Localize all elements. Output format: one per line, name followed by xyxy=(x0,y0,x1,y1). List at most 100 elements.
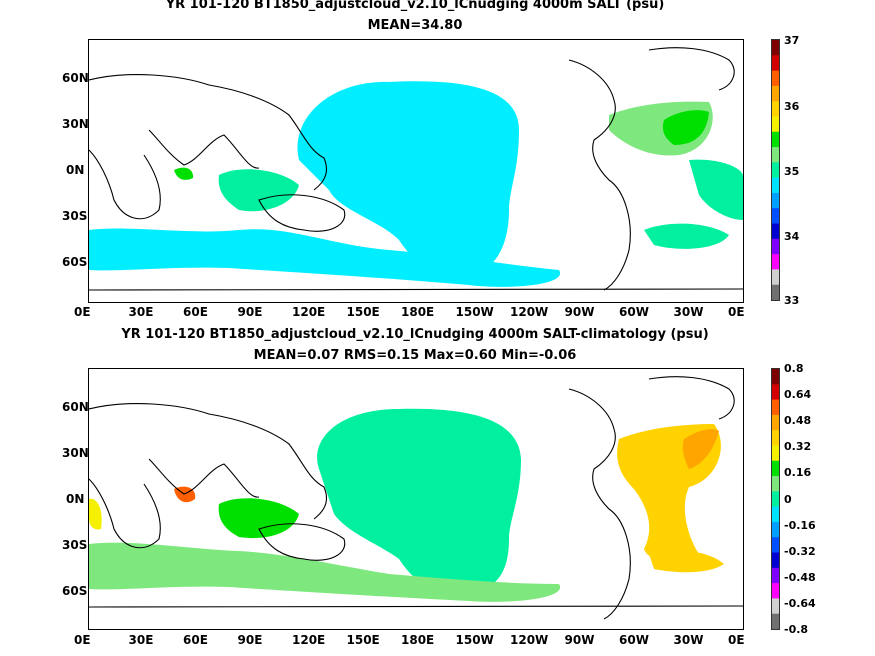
field-pacific-cyan xyxy=(297,81,519,276)
panel1-subtitle: MEAN=34.80 xyxy=(367,18,463,33)
p2-cbar-swatch-12 xyxy=(772,552,779,569)
p1-cbar-swatch-10 xyxy=(772,192,779,209)
p1-cbar-33: 33 xyxy=(784,294,800,307)
coastlines xyxy=(89,47,743,291)
p1-cbar-swatch-7 xyxy=(772,147,779,163)
p1-xtick-3: 90E xyxy=(237,305,263,319)
panel1-map-svg xyxy=(89,47,743,291)
p2-cbar-label-1: 0.64 xyxy=(784,388,812,402)
field-south-cyan xyxy=(89,228,561,287)
field-atlantic-core xyxy=(662,110,709,145)
p1-cbar-swatch-9 xyxy=(772,177,779,194)
p1-ytick-60n: 60N xyxy=(62,71,89,85)
p1-xtick-5: 150E xyxy=(346,305,380,319)
p2-xtick-6: 180E xyxy=(401,633,435,647)
panel2-title: YR 101-120 BT1850_adjustcloud_v2.10_lCnu… xyxy=(121,327,709,342)
p1-xtick-10: 60W xyxy=(619,305,649,319)
p2-cbar-swatch-11 xyxy=(772,537,779,554)
p2-cbar-label-2: 0.48 xyxy=(784,414,812,428)
p2-cbar-label-6: -0.16 xyxy=(784,518,816,532)
p1-xtick-6: 180E xyxy=(401,305,435,319)
p1-ytick-60s: 60S xyxy=(62,255,88,269)
p2-cbar-label-8: -0.48 xyxy=(784,570,816,584)
p1-cbar-swatch-13 xyxy=(772,238,779,255)
p2-ytick-60n: 60N xyxy=(62,400,89,414)
p2-cbar-swatch-4 xyxy=(772,430,779,446)
p2-ytick-60s: 60S xyxy=(62,584,88,598)
p1-cbar-swatch-14 xyxy=(772,254,779,270)
p1-ytick-30n: 30N xyxy=(62,117,89,131)
field-south-lightgreen xyxy=(89,542,561,602)
p1-cbar-34: 34 xyxy=(784,230,800,243)
p2-xtick-9: 90W xyxy=(564,633,595,647)
p2-cbar-swatch-0 xyxy=(772,369,779,385)
p2-cbar-label-0: 0.8 xyxy=(784,362,804,375)
p2-xtick-1: 30E xyxy=(128,633,154,647)
p1-xtick-9: 90W xyxy=(564,305,595,319)
p1-cbar-swatch-6 xyxy=(772,131,779,148)
p1-cbar-swatch-0 xyxy=(772,40,779,56)
p1-ytick-0n: 0N xyxy=(66,163,85,177)
p1-cbar-swatch-4 xyxy=(772,101,779,117)
p2-cbar-swatch-6 xyxy=(772,460,779,477)
p1-xtick-2: 60E xyxy=(183,305,208,319)
p2-cbar-swatch-13 xyxy=(772,567,779,584)
p2-xtick-5: 150E xyxy=(346,633,380,647)
field-indian-teal xyxy=(218,169,299,212)
p2-ytick-0n: 0N xyxy=(66,492,85,506)
p2-cbar-label-3: 0.32 xyxy=(784,440,812,454)
p2-xtick-11: 30W xyxy=(673,633,704,647)
p1-cbar-swatch-1 xyxy=(772,55,779,72)
p2-cbar-swatch-14 xyxy=(772,583,779,599)
p2-xtick-3: 90E xyxy=(237,633,263,647)
p2-cbar-label-10: -0.8 xyxy=(784,623,809,636)
field-west-yellow xyxy=(89,498,102,530)
p1-cbar-swatch-8 xyxy=(772,162,779,179)
p1-cbar-swatch-5 xyxy=(772,116,779,133)
p1-colorbar-svg xyxy=(772,40,779,300)
p2-xtick-8: 120W xyxy=(510,633,549,647)
coastlines-2 xyxy=(89,376,743,620)
p1-cbar-swatch-16 xyxy=(772,284,779,300)
panel1-map xyxy=(88,39,744,303)
p1-cbar-swatch-11 xyxy=(772,208,779,225)
p1-cbar-swatch-2 xyxy=(772,70,779,87)
p2-xtick-0: 0E xyxy=(74,633,91,647)
p2-xtick-4: 120E xyxy=(292,633,326,647)
p2-cbar-swatch-5 xyxy=(772,445,779,462)
p2-xtick-7: 150W xyxy=(455,633,494,647)
p2-xtick-12: 0E xyxy=(728,633,745,647)
p2-cbar-swatch-1 xyxy=(772,384,779,401)
p1-xtick-1: 30E xyxy=(128,305,154,319)
p2-cbar-swatch-3 xyxy=(772,414,779,431)
p2-cbar-label-9: -0.64 xyxy=(784,596,816,610)
p1-ytick-30s: 30S xyxy=(62,209,88,223)
field-indian-green xyxy=(218,498,299,539)
p1-xtick-7: 150W xyxy=(455,305,494,319)
field-nindian-green xyxy=(174,167,194,180)
p1-cbar-35: 35 xyxy=(784,165,800,178)
panel2-map xyxy=(88,368,744,630)
p2-cbar-swatch-7 xyxy=(772,476,779,492)
p2-ytick-30s: 30S xyxy=(62,538,88,552)
field-satl-yellow xyxy=(649,550,724,573)
p2-cbar-swatch-2 xyxy=(772,399,779,416)
p2-cbar-swatch-9 xyxy=(772,506,779,523)
p1-cbar-37: 37 xyxy=(784,34,800,47)
p1-xtick-0: 0E xyxy=(74,305,91,319)
p1-xtick-12: 0E xyxy=(728,305,745,319)
p1-xtick-11: 30W xyxy=(673,305,704,319)
p2-cbar-swatch-8 xyxy=(772,491,779,508)
p2-colorbar xyxy=(771,368,780,630)
p2-cbar-swatch-10 xyxy=(772,521,779,538)
p2-ytick-30n: 30N xyxy=(62,446,89,460)
p1-cbar-swatch-15 xyxy=(772,269,779,286)
p2-xtick-10: 60W xyxy=(619,633,649,647)
p2-cbar-swatch-15 xyxy=(772,598,779,615)
field-pacific-teal xyxy=(317,408,521,595)
p1-cbar-36: 36 xyxy=(784,100,800,113)
p1-cbar-swatch-12 xyxy=(772,223,779,240)
panel2-map-svg xyxy=(89,376,743,620)
field-eatl-teal xyxy=(689,159,743,220)
p1-xtick-8: 120W xyxy=(510,305,549,319)
